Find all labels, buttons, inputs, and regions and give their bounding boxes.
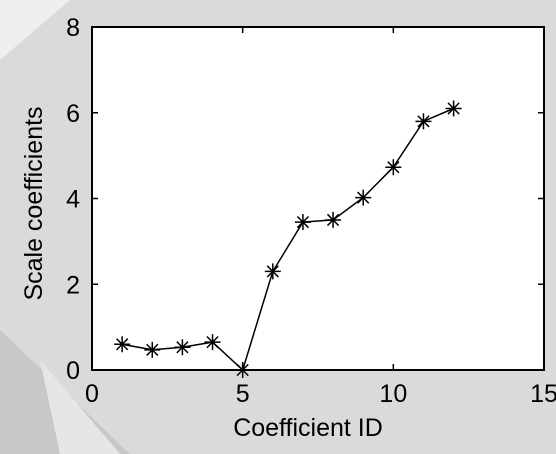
marker-stroke: [447, 102, 460, 115]
data-point: [325, 211, 342, 228]
data-point: [445, 100, 462, 117]
data-point: [355, 189, 372, 206]
marker-stroke: [296, 215, 310, 229]
y-tick-label: 2: [66, 271, 80, 299]
data-point: [294, 214, 311, 231]
marker-stroke: [206, 336, 219, 349]
plot-area: [92, 27, 544, 370]
marker-stroke: [116, 338, 129, 351]
marker-stroke: [357, 191, 370, 204]
y-tick-label: 4: [66, 186, 80, 214]
y-tick-label: 0: [66, 357, 80, 385]
series-layer: [114, 100, 462, 378]
marker-stroke: [387, 161, 400, 174]
x-tick-label: 15: [530, 380, 556, 408]
marker-stroke: [417, 115, 430, 128]
data-point: [144, 341, 161, 358]
data-point: [174, 339, 191, 356]
x-tick-label: 0: [85, 380, 99, 408]
y-tick-label: 8: [66, 14, 80, 42]
y-tick-label: 6: [66, 100, 80, 128]
x-tick-label: 10: [379, 380, 407, 408]
marker-stroke: [266, 265, 279, 278]
plot-frame: [91, 26, 545, 371]
marker-stroke: [176, 341, 189, 354]
data-point: [415, 113, 432, 130]
marker-stroke: [146, 343, 159, 356]
marker-stroke: [326, 213, 340, 227]
x-axis-ticks: 0 5 10 15: [85, 27, 556, 408]
background-shade-top: [0, 0, 70, 60]
y-axis-label: Scale coefficients: [20, 106, 48, 300]
data-point: [204, 334, 221, 351]
background-shard: [40, 360, 120, 454]
x-axis-label: Coefficient ID: [233, 414, 383, 442]
x-tick-label: 5: [236, 380, 250, 408]
data-point: [114, 336, 131, 353]
data-point: [264, 263, 281, 280]
plot-background: [92, 27, 544, 370]
data-point: [385, 159, 402, 176]
